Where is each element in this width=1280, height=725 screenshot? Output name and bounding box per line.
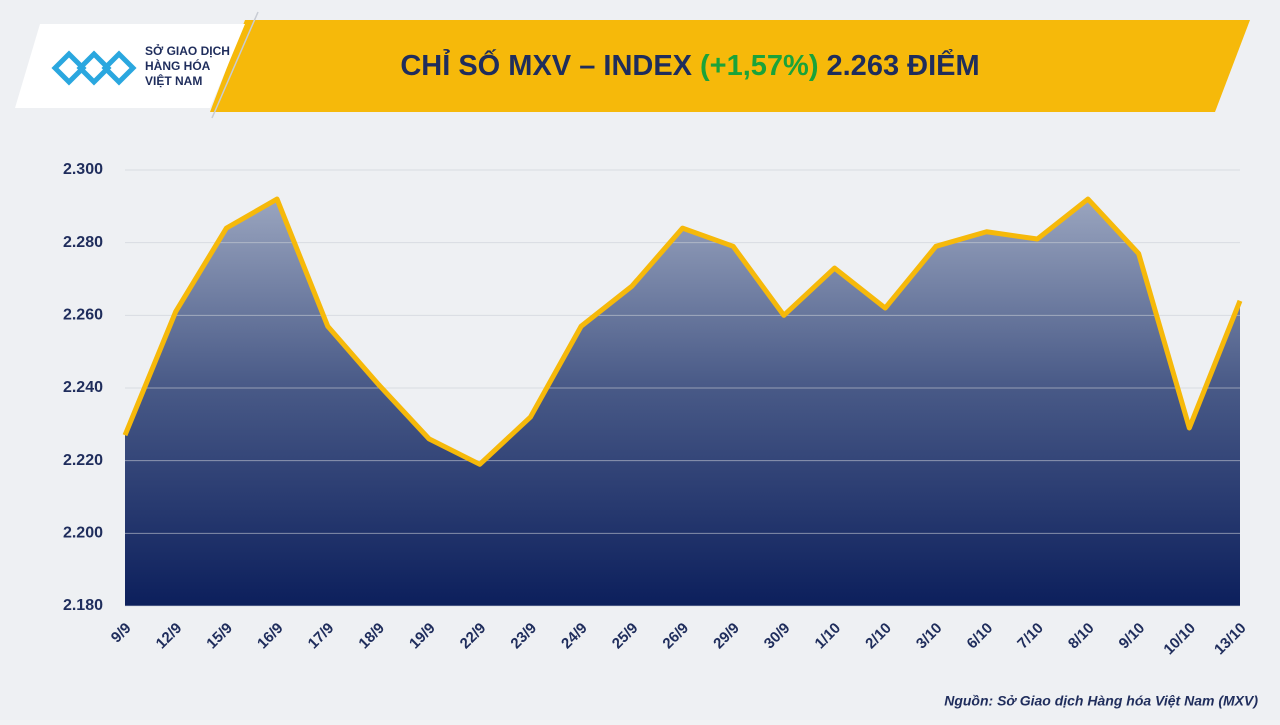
y-tick-label: 2.280 [63,234,103,251]
source-note: Nguồn: Sở Giao dịch Hàng hóa Việt Nam (M… [944,693,1258,709]
logo-text: VIỆT NAM [145,73,202,88]
area [125,199,1240,607]
chart-title: CHỈ SỐ MXV – INDEX (+1,57%) 2.263 ĐIỂM [400,48,979,82]
header-band [210,20,1250,112]
logo-text: SỞ GIAO DỊCH [145,43,230,58]
y-tick-label: 2.260 [63,307,103,324]
title-part: 2.263 ĐIỂM [827,48,980,82]
logo-divider [211,11,259,119]
y-tick-label: 2.180 [63,597,103,614]
title-part: CHỈ SỐ MXV – INDEX [400,48,692,82]
y-tick-label: 2.300 [63,161,103,178]
line [122,196,1243,467]
y-tick-label: 2.220 [63,452,103,469]
title-part: (+1,57%) [700,50,818,82]
y-tick-label: 2.240 [63,379,103,396]
logo-text: HÀNG HÓA [145,58,211,73]
y-tick-label: 2.200 [63,525,103,542]
logo-icon [51,50,137,86]
